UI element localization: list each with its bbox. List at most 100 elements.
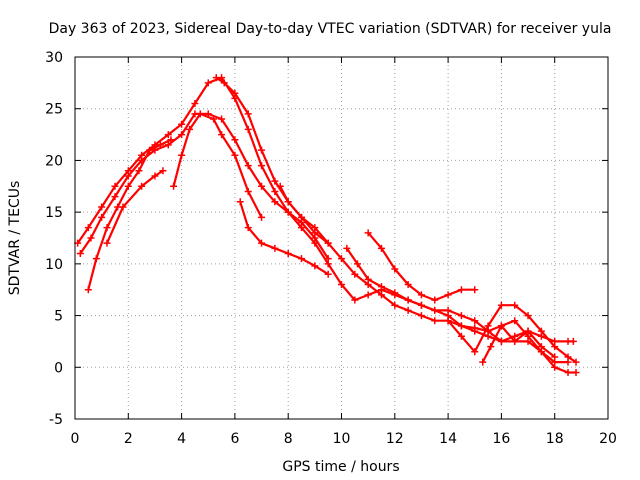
data-point — [311, 262, 319, 270]
data-point — [457, 312, 465, 320]
x-tick-label: 0 — [71, 431, 80, 447]
x-tick-label: 10 — [333, 431, 351, 447]
y-tick-label: -5 — [49, 412, 63, 428]
data-point — [471, 324, 479, 332]
data-point — [284, 208, 292, 216]
series-line — [87, 138, 172, 291]
data-point — [487, 343, 495, 351]
data-point — [364, 275, 372, 283]
data-point — [204, 79, 212, 87]
series-sat-k — [444, 301, 580, 366]
data-point — [431, 317, 439, 325]
data-point — [218, 115, 226, 123]
data-point — [124, 172, 132, 180]
data-point — [164, 131, 172, 139]
data-point — [111, 182, 119, 190]
data-point — [338, 255, 345, 263]
data-point — [138, 182, 146, 190]
data-point — [417, 291, 425, 299]
data-point — [111, 193, 119, 201]
data-point — [444, 306, 452, 314]
y-tick-label: 5 — [54, 309, 63, 325]
data-point — [572, 358, 580, 366]
data-point — [298, 213, 306, 221]
data-point — [170, 182, 178, 190]
data-point — [511, 317, 519, 325]
data-point — [391, 301, 399, 309]
grid — [75, 57, 608, 419]
data-point — [87, 234, 95, 242]
data-point — [119, 203, 127, 211]
data-point — [324, 239, 332, 247]
data-point — [524, 337, 532, 345]
series-sat-c — [212, 74, 332, 247]
data-point — [258, 239, 266, 247]
data-point — [364, 229, 372, 237]
data-point — [244, 187, 252, 195]
data-point — [404, 306, 412, 314]
series-sat-j — [364, 229, 479, 304]
data-point — [178, 131, 186, 139]
data-point — [497, 337, 505, 345]
data-point — [537, 327, 545, 335]
x-tick-label: 4 — [177, 431, 186, 447]
x-tick-label: 2 — [124, 431, 133, 447]
x-tick-label: 16 — [492, 431, 510, 447]
data-point — [479, 358, 487, 366]
data-point — [511, 337, 519, 345]
data-point — [84, 224, 92, 232]
chart-title: Day 363 of 2023, Sidereal Day-to-day VTE… — [49, 21, 612, 37]
series-group — [74, 74, 580, 376]
data-point — [564, 368, 572, 376]
y-tick-label: 10 — [45, 257, 63, 273]
data-point — [244, 224, 252, 232]
data-point — [98, 213, 106, 221]
data-point — [220, 79, 228, 87]
data-point — [471, 348, 479, 356]
data-point — [298, 255, 306, 263]
data-point — [98, 203, 106, 211]
data-point — [391, 289, 399, 297]
data-point — [551, 363, 559, 371]
y-tick-label: 20 — [45, 153, 63, 169]
data-point — [524, 312, 532, 320]
x-tick-label: 6 — [230, 431, 239, 447]
series-line — [239, 200, 330, 276]
y-tick-label: 25 — [45, 102, 63, 118]
data-point — [271, 198, 279, 206]
data-point — [244, 125, 252, 133]
data-point — [324, 255, 332, 263]
series-sat-g — [236, 198, 332, 278]
data-point — [135, 167, 143, 175]
data-point — [417, 312, 425, 320]
series-sat-i — [343, 244, 559, 361]
series-sat-l — [479, 322, 580, 376]
data-point — [146, 146, 154, 154]
x-tick-label: 20 — [599, 431, 617, 447]
series-line — [215, 76, 330, 245]
data-point — [231, 151, 239, 159]
data-point — [497, 322, 505, 330]
series-sat-f — [103, 167, 167, 247]
data-point — [537, 348, 545, 356]
data-point — [572, 368, 580, 376]
data-point — [244, 110, 252, 118]
data-point — [258, 146, 266, 154]
data-point — [391, 265, 399, 273]
data-point — [284, 250, 292, 258]
data-point — [311, 229, 319, 237]
data-point — [431, 306, 439, 314]
series-line — [447, 304, 578, 364]
data-point — [151, 172, 159, 180]
data-point — [178, 151, 186, 159]
data-point — [271, 177, 279, 185]
data-point — [343, 244, 351, 252]
x-tick-label: 14 — [439, 431, 457, 447]
data-point — [551, 343, 559, 351]
x-axis-label: GPS time / hours — [282, 459, 399, 475]
data-point — [564, 353, 572, 361]
data-point — [444, 291, 452, 299]
data-point — [196, 110, 204, 118]
x-tick-label: 12 — [386, 431, 404, 447]
data-point — [271, 187, 279, 195]
